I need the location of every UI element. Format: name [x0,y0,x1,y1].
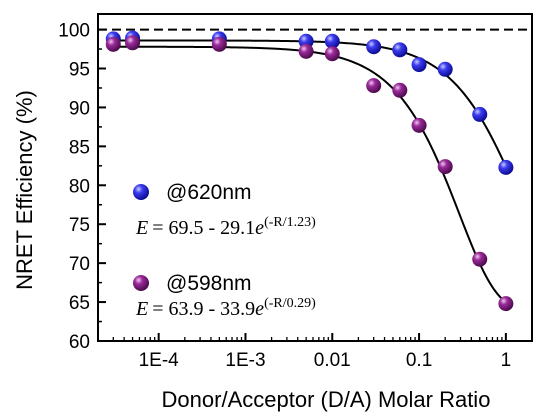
data-point-598nm [392,82,408,98]
data-point-598nm [105,36,121,52]
y-tick-label: 100 [58,21,90,42]
eq-variable-598nm: E [135,298,148,320]
legend-marker-620nm [133,184,149,200]
data-point-598nm [324,46,340,62]
data-point-620nm [366,39,382,55]
data-point-598nm [437,159,453,175]
y-tick-label: 85 [69,137,90,158]
y-tick-label: 65 [69,293,90,314]
x-tick-label: 1E-4 [139,350,180,371]
data-point-620nm [498,159,514,175]
data-point-598nm [211,36,227,52]
y-tick-label: 95 [69,60,90,81]
eq-exponent-598nm: (-R/0.29) [264,296,316,311]
fit-curve-598nm [113,45,507,304]
legend-label-598nm: @598nm [166,272,252,295]
legend: @620nm E = 69.5 - 29.1e(-R/1.23) @598nm E… [133,181,316,320]
x-tick-label: 1 [501,350,512,371]
eq-base-620nm: e [255,217,264,239]
data-point-620nm [472,106,488,122]
x-axis-ticks: 1E-4 1E-3 0.01 0.1 1 [97,333,533,371]
y-axis-ticks: 60 65 70 75 80 85 90 95 100 [58,21,106,353]
legend-marker-598nm [133,275,149,291]
plot-frame [97,13,533,342]
data-point-598nm [472,251,488,267]
x-tick-label: 1E-3 [225,350,265,371]
x-axis-title: Donor/Acceptor (D/A) Molar Ratio [162,387,491,412]
eq-variable-620nm: E [135,217,148,239]
y-tick-label: 80 [69,176,90,197]
fit-curve-620nm [113,39,507,167]
data-point-598nm [125,35,141,51]
data-point-620nm [411,57,427,73]
data-point-598nm [366,78,382,94]
y-tick-label: 90 [69,98,90,119]
data-point-598nm [498,296,514,312]
legend-equation-598nm: E = 63.9 - 33.9e(-R/0.29) [135,296,316,320]
data-point-620nm [324,33,340,49]
data-points [105,30,514,312]
y-tick-label: 70 [69,254,90,275]
eq-prefix-620nm: = 69.5 - 29.1 [152,217,255,239]
y-tick-label: 75 [69,215,90,236]
legend-equation-620nm: E = 69.5 - 29.1e(-R/1.23) [135,215,316,239]
eq-prefix-598nm: = 63.9 - 33.9 [152,298,255,320]
eq-base-598nm: e [255,298,264,320]
data-point-598nm [298,43,314,59]
x-tick-label: 0.01 [314,350,351,371]
data-point-620nm [392,42,408,58]
eq-exponent-620nm: (-R/1.23) [264,215,316,230]
legend-label-620nm: @620nm [166,181,252,204]
y-axis-title: NRET Efficiency (%) [12,90,37,290]
data-point-598nm [411,117,427,133]
y-tick-label: 60 [69,332,90,353]
data-point-620nm [437,61,453,77]
plot-border [97,13,533,342]
x-tick-label: 0.1 [406,350,432,371]
